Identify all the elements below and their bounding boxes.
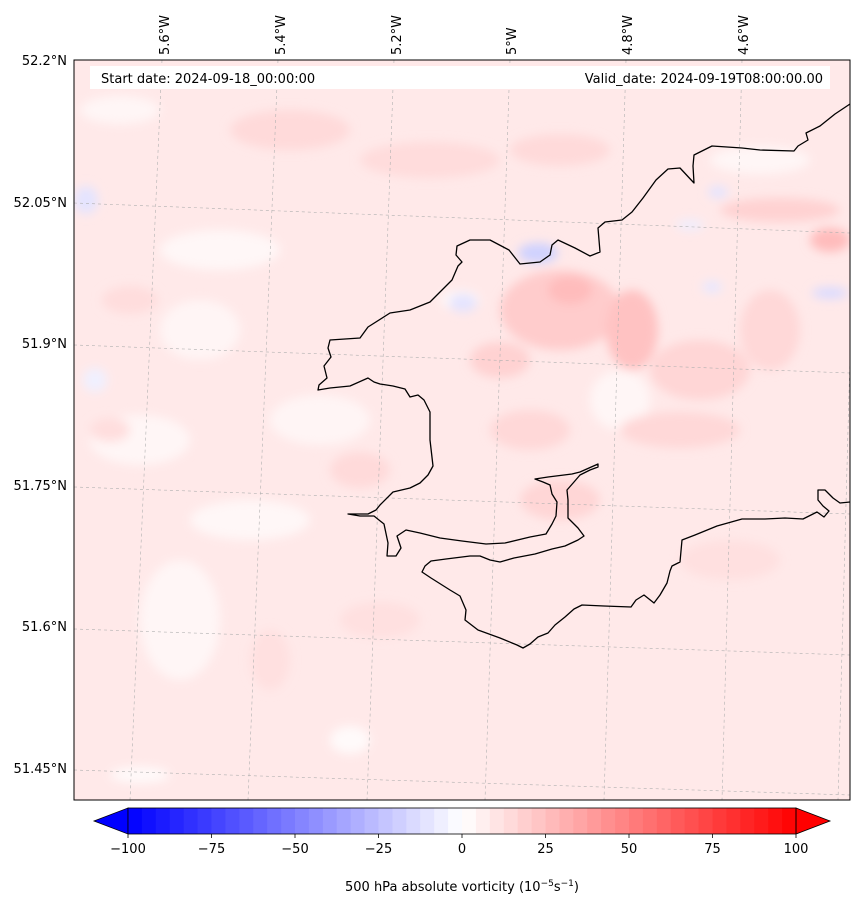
colorbar-bin bbox=[531, 808, 547, 834]
lon-label-4.8W: 4.8°W bbox=[621, 15, 636, 55]
lat-label-51.9N: 51.9°N bbox=[22, 337, 67, 352]
colorbar-bin bbox=[392, 808, 407, 834]
colorbar-tick-label: −100 bbox=[110, 842, 146, 857]
lon-label-5.2W: 5.2°W bbox=[390, 15, 405, 55]
colorbar-tick-label: −25 bbox=[365, 842, 392, 857]
colorbar-bin bbox=[225, 808, 240, 834]
colorbar-bin bbox=[545, 808, 561, 834]
colorbar-tick-label: 100 bbox=[784, 842, 809, 857]
colorbar-bin bbox=[434, 808, 449, 834]
lon-label-5W: 5°W bbox=[505, 27, 520, 55]
colorbar-bin bbox=[155, 808, 171, 834]
colorbar: −100 −75 −50 −25 0 25 50 75 100 500 hPa absolute… bbox=[92, 807, 832, 895]
colorbar-bin bbox=[768, 808, 783, 834]
colorbar-bin bbox=[726, 808, 741, 834]
colorbar-extend-min bbox=[92, 807, 129, 835]
colorbar-tick-label: −75 bbox=[198, 842, 225, 857]
colorbar-bin bbox=[350, 808, 366, 834]
colorbar-bin bbox=[420, 808, 435, 834]
lon-label-5.6W: 5.6°W bbox=[158, 15, 173, 55]
colorbar-bin bbox=[517, 808, 533, 834]
colorbar-bin bbox=[684, 808, 700, 834]
colorbar-bins bbox=[128, 808, 797, 834]
colorbar-tick-label: 75 bbox=[704, 842, 721, 857]
colorbar-bin bbox=[406, 808, 421, 834]
map-frame bbox=[73, 59, 851, 801]
colorbar-bin bbox=[211, 808, 227, 834]
colorbar-bin bbox=[503, 808, 519, 834]
colorbar-bin bbox=[601, 808, 616, 834]
lat-labels: 52.2°N 52.05°N 51.9°N 51.75°N 51.6°N 51.… bbox=[14, 54, 67, 777]
colorbar-bin bbox=[295, 808, 310, 834]
lat-label-52.05N: 52.05°N bbox=[14, 196, 67, 211]
colorbar-bin bbox=[587, 808, 602, 834]
colorbar-bin bbox=[656, 808, 672, 834]
colorbar-bin bbox=[642, 808, 658, 834]
colorbar-bin bbox=[267, 808, 282, 834]
coastline bbox=[317, 103, 850, 649]
colorbar-bin bbox=[281, 808, 296, 834]
colorbar-label: 500 hPa absolute vorticity (10−5s−1) bbox=[345, 879, 579, 895]
colorbar-bin bbox=[253, 808, 268, 834]
colorbar-bin bbox=[740, 808, 755, 834]
colorbar-bin bbox=[169, 808, 185, 834]
colorbar-bin bbox=[462, 808, 477, 834]
colorbar-bin bbox=[573, 808, 588, 834]
coastline-north bbox=[317, 103, 850, 649]
vorticity-field bbox=[74, 96, 850, 783]
lat-label-51.6N: 51.6°N bbox=[22, 620, 67, 635]
colorbar-bin bbox=[378, 808, 394, 834]
colorbar-bin bbox=[782, 808, 797, 834]
colorbar-bin bbox=[712, 808, 728, 834]
colorbar-bin bbox=[448, 808, 463, 834]
colorbar-bin bbox=[336, 808, 352, 834]
colorbar-bin bbox=[364, 808, 380, 834]
colorbar-bin bbox=[559, 808, 574, 834]
lat-label-52.2N: 52.2°N bbox=[22, 54, 67, 69]
colorbar-extend-max bbox=[795, 807, 832, 835]
colorbar-bin bbox=[322, 808, 338, 834]
colorbar-bin bbox=[183, 808, 199, 834]
colorbar-bin bbox=[670, 808, 686, 834]
lat-label-51.75N: 51.75°N bbox=[14, 479, 67, 494]
colorbar-bin bbox=[308, 808, 324, 834]
lat-label-51.45N: 51.45°N bbox=[14, 762, 67, 777]
colorbar-bin bbox=[489, 808, 505, 834]
colorbar-bin bbox=[197, 808, 213, 834]
colorbar-bin bbox=[698, 808, 714, 834]
colorbar-tick-label: 50 bbox=[621, 842, 638, 857]
colorbar-bin bbox=[475, 808, 491, 834]
colorbar-tick-label: 0 bbox=[458, 842, 466, 857]
colorbar-bin bbox=[629, 808, 644, 834]
lon-label-4.6W: 4.6°W bbox=[737, 15, 752, 55]
colorbar-bin bbox=[754, 808, 769, 834]
colorbar-tick-label: −50 bbox=[281, 842, 308, 857]
colorbar-bin bbox=[239, 808, 254, 834]
colorbar-bin bbox=[615, 808, 630, 834]
lon-label-5.4W: 5.4°W bbox=[274, 15, 289, 55]
map-panel bbox=[74, 60, 850, 800]
start-date-text: Start date: 2024-09-18_00:00:00 bbox=[101, 72, 315, 87]
colorbar-ticks: −100 −75 −50 −25 0 25 50 75 100 bbox=[110, 834, 808, 857]
valid-date-text: Valid_date: 2024-09-19T08:00:00.00 bbox=[585, 72, 823, 87]
colorbar-bin bbox=[141, 808, 157, 834]
colorbar-tick-label: 25 bbox=[537, 842, 554, 857]
info-banner bbox=[90, 66, 830, 89]
colorbar-bin bbox=[128, 808, 143, 834]
lon-labels: 5.6°W 5.4°W 5.2°W 5°W 4.8°W 4.6°W bbox=[158, 15, 752, 55]
